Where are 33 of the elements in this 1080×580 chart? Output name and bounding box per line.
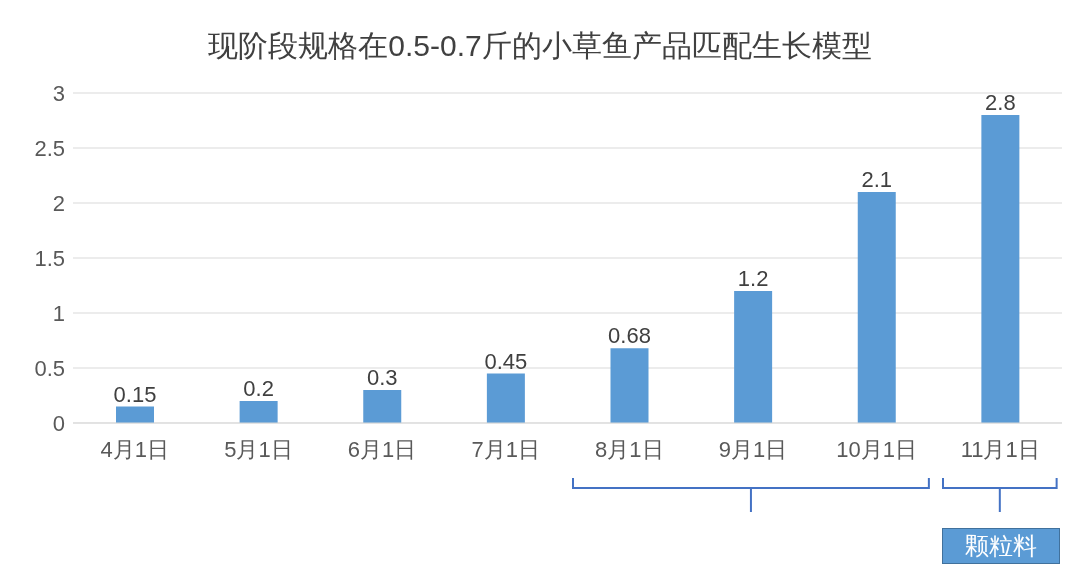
x-tick-label: 7月1日 (471, 436, 540, 462)
y-tick-label: 0 (52, 410, 65, 436)
bar (857, 192, 896, 423)
x-tick-label: 4月1日 (100, 436, 170, 462)
data-label: 0.68 (608, 323, 651, 349)
chart-title: 现阶段规格在0.5-0.7斤的小草鱼产品匹配生长模型 (207, 28, 873, 64)
data-label: 0.45 (484, 348, 528, 374)
x-tick-label: 6月1日 (347, 436, 417, 462)
bar (239, 401, 278, 423)
data-label: 2.8 (985, 90, 1016, 115)
data-label: 2.1 (861, 167, 893, 192)
bar (486, 373, 525, 423)
bar (116, 406, 154, 423)
bar (734, 291, 773, 423)
data-label: 0.2 (243, 376, 274, 401)
y-tick-label: 1.5 (34, 245, 65, 271)
y-tick-label: 2 (52, 190, 65, 216)
bar (363, 390, 402, 423)
data-label: 0.3 (366, 365, 398, 390)
text: 颗粒料 (942, 528, 1061, 564)
x-tick-label: 11月1日 (960, 436, 1040, 462)
x-tick-label: 9月1日 (718, 436, 788, 462)
y-tick-label: 1 (52, 300, 65, 326)
bar (981, 115, 1020, 423)
y-tick-label: 2.5 (34, 135, 65, 161)
data-label: 0.15 (113, 381, 157, 407)
x-tick-label: 10月1日 (836, 436, 917, 462)
y-tick-label: 3 (52, 80, 65, 106)
x-tick-label: 8月1日 (595, 436, 664, 462)
bar (610, 348, 649, 423)
data-label: 1.2 (737, 266, 769, 291)
y-tick-label: 0.5 (34, 355, 65, 381)
x-tick-label: 5月1日 (224, 436, 293, 462)
